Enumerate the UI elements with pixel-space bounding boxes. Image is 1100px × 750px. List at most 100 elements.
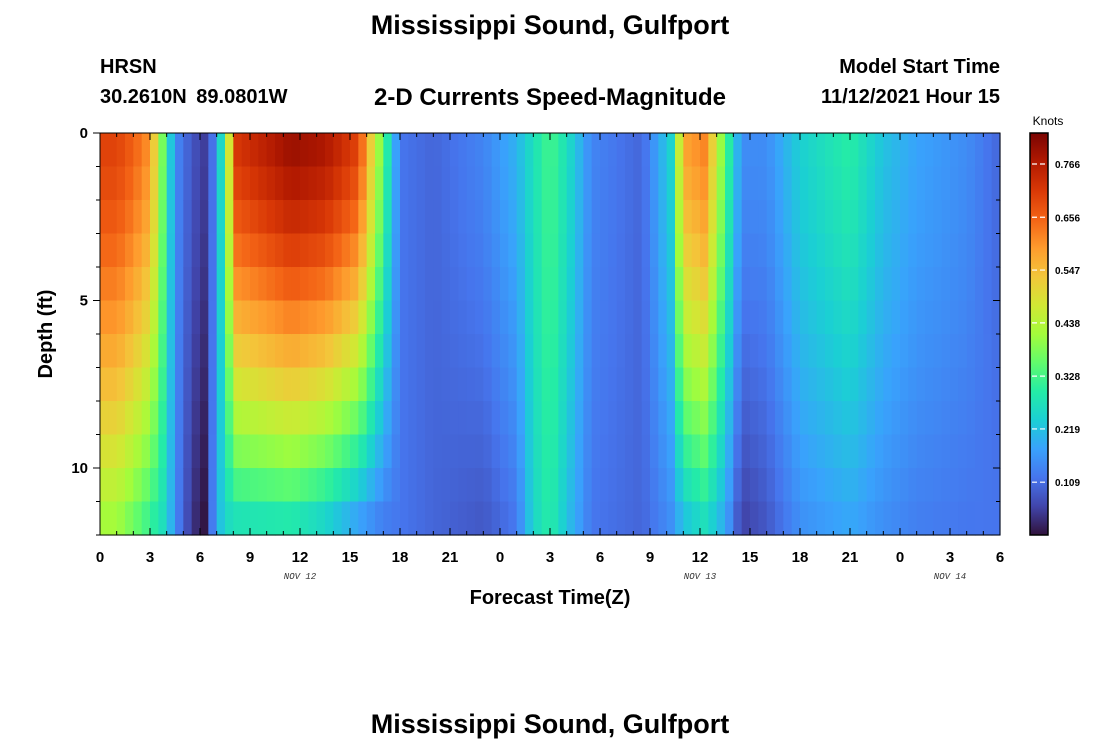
heatmap-cell bbox=[358, 133, 368, 168]
heatmap-cell bbox=[541, 300, 551, 335]
heatmap-cell bbox=[691, 166, 701, 201]
heatmap-cell bbox=[533, 501, 543, 536]
x-tick-label: 12 bbox=[692, 549, 709, 566]
heatmap-cell bbox=[266, 300, 276, 335]
date-label: NOV 14 bbox=[934, 572, 966, 582]
heatmap-cell bbox=[516, 133, 526, 168]
heatmap-cell bbox=[183, 133, 193, 168]
heatmap-cell bbox=[383, 300, 393, 335]
heatmap-cell bbox=[100, 468, 109, 503]
heatmap-cell bbox=[933, 468, 943, 503]
heatmap-cell bbox=[708, 501, 718, 536]
heatmap-cell bbox=[316, 267, 326, 302]
heatmap-cell bbox=[191, 468, 201, 503]
heatmap-cell bbox=[433, 300, 443, 335]
heatmap-cell bbox=[666, 334, 676, 369]
heatmap-cell bbox=[275, 300, 284, 335]
heatmap-cell bbox=[283, 233, 293, 268]
heatmap-cell bbox=[791, 200, 801, 235]
heatmap-cell bbox=[941, 468, 951, 503]
heatmap-cell bbox=[466, 334, 476, 369]
heatmap-cell bbox=[408, 468, 418, 503]
heatmap-cell bbox=[150, 233, 159, 268]
heatmap-cell bbox=[500, 133, 509, 168]
heatmap-cell bbox=[475, 334, 484, 369]
heatmap-cell bbox=[366, 401, 376, 436]
heatmap-cell bbox=[150, 334, 159, 369]
heatmap-cell bbox=[725, 200, 734, 235]
heatmap-cell bbox=[558, 501, 568, 536]
heatmap-cell bbox=[108, 367, 118, 402]
heatmap-cell bbox=[875, 367, 884, 402]
heatmap-cell bbox=[141, 367, 151, 402]
heatmap-cell bbox=[550, 200, 559, 235]
heatmap-cell bbox=[958, 133, 968, 168]
heatmap-cell bbox=[633, 300, 643, 335]
heatmap-cell bbox=[216, 334, 226, 369]
heatmap-cell bbox=[875, 133, 884, 168]
heatmap-cell bbox=[433, 200, 443, 235]
heatmap-cell bbox=[458, 133, 468, 168]
heatmap-cell bbox=[491, 267, 501, 302]
heatmap-cell bbox=[650, 166, 659, 201]
x-tick-label: 9 bbox=[246, 549, 254, 566]
heatmap-cell bbox=[608, 434, 618, 469]
colorbar-tick-label: 0.438 bbox=[1055, 319, 1080, 330]
heatmap-cell bbox=[700, 233, 709, 268]
heatmap-cell bbox=[208, 334, 218, 369]
heatmap-cell bbox=[300, 434, 309, 469]
heatmap-cell bbox=[583, 267, 593, 302]
heatmap-cell bbox=[991, 334, 1001, 369]
heatmap-cell bbox=[233, 166, 243, 201]
heatmap-cell bbox=[208, 434, 218, 469]
heatmap-cell bbox=[758, 300, 768, 335]
heatmap-cell bbox=[558, 267, 568, 302]
heatmap-cell bbox=[358, 334, 368, 369]
heatmap-cell bbox=[700, 501, 709, 536]
heatmap-cell bbox=[966, 334, 976, 369]
heatmap-cell bbox=[341, 233, 351, 268]
heatmap-cell bbox=[450, 334, 459, 369]
heatmap-cell bbox=[800, 300, 809, 335]
heatmap-cell bbox=[408, 166, 418, 201]
heatmap-cell bbox=[616, 200, 626, 235]
heatmap-cell bbox=[708, 334, 718, 369]
heatmap-cell bbox=[766, 367, 776, 402]
heatmap-cell bbox=[966, 300, 976, 335]
heatmap-cell bbox=[450, 267, 459, 302]
heatmap-cell bbox=[375, 401, 384, 436]
heatmap-cell bbox=[591, 133, 601, 168]
heatmap-cell bbox=[433, 501, 443, 536]
heatmap-cell bbox=[125, 133, 134, 168]
heatmap-cell bbox=[766, 200, 776, 235]
heatmap-cell bbox=[916, 468, 926, 503]
heatmap-cell bbox=[933, 401, 943, 436]
heatmap-cell bbox=[775, 300, 784, 335]
heatmap-cell bbox=[583, 334, 593, 369]
heatmap-cell bbox=[441, 166, 451, 201]
heatmap-cell bbox=[758, 468, 768, 503]
heatmap-cell bbox=[775, 233, 784, 268]
heatmap-cell bbox=[258, 267, 268, 302]
heatmap-cell bbox=[391, 233, 401, 268]
heatmap-cell bbox=[366, 501, 376, 536]
heatmap-cell bbox=[116, 401, 126, 436]
heatmap-cell bbox=[958, 468, 968, 503]
heatmap-cell bbox=[908, 166, 918, 201]
heatmap-cell bbox=[425, 267, 434, 302]
heatmap-cell bbox=[483, 334, 493, 369]
colorbar-tick-label: 0.328 bbox=[1055, 372, 1080, 383]
heatmap-cell bbox=[891, 468, 901, 503]
heatmap-cell bbox=[700, 300, 709, 335]
heatmap-cell bbox=[508, 166, 518, 201]
heatmap-cell bbox=[250, 166, 259, 201]
heatmap-cell bbox=[250, 334, 259, 369]
heatmap-cell bbox=[516, 300, 526, 335]
heatmap-cell bbox=[858, 233, 868, 268]
heatmap-cell bbox=[541, 267, 551, 302]
heatmap-cell bbox=[850, 434, 859, 469]
heatmap-cell bbox=[608, 200, 618, 235]
heatmap-cell bbox=[100, 133, 109, 168]
heatmap-cell bbox=[316, 200, 326, 235]
heatmap-cell bbox=[641, 401, 651, 436]
